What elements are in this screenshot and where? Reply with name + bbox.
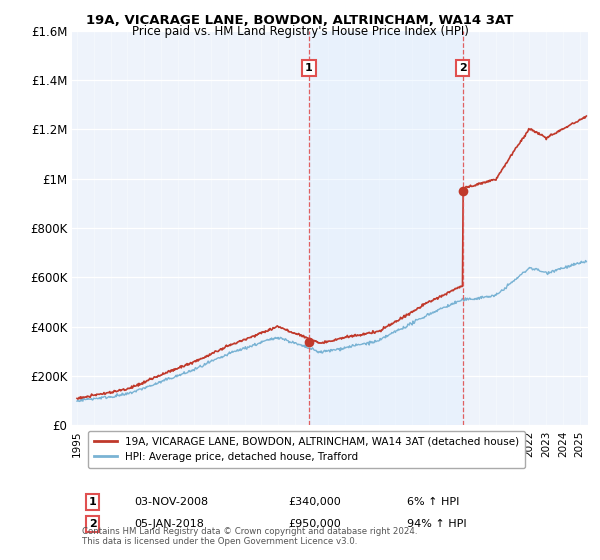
Text: 1: 1: [89, 497, 97, 507]
Text: £340,000: £340,000: [289, 497, 341, 507]
Text: 1: 1: [305, 63, 313, 73]
Text: 2: 2: [459, 63, 467, 73]
Text: 2: 2: [89, 519, 97, 529]
Text: 19A, VICARAGE LANE, BOWDON, ALTRINCHAM, WA14 3AT: 19A, VICARAGE LANE, BOWDON, ALTRINCHAM, …: [86, 14, 514, 27]
Text: 03-NOV-2008: 03-NOV-2008: [134, 497, 208, 507]
Text: 94% ↑ HPI: 94% ↑ HPI: [407, 519, 467, 529]
Text: 05-JAN-2018: 05-JAN-2018: [134, 519, 204, 529]
Text: Price paid vs. HM Land Registry's House Price Index (HPI): Price paid vs. HM Land Registry's House …: [131, 25, 469, 38]
Text: 6% ↑ HPI: 6% ↑ HPI: [407, 497, 460, 507]
Legend: 19A, VICARAGE LANE, BOWDON, ALTRINCHAM, WA14 3AT (detached house), HPI: Average : 19A, VICARAGE LANE, BOWDON, ALTRINCHAM, …: [88, 431, 526, 468]
Bar: [309, 31, 463, 426]
Text: £950,000: £950,000: [289, 519, 341, 529]
Text: Contains HM Land Registry data © Crown copyright and database right 2024.
This d: Contains HM Land Registry data © Crown c…: [82, 527, 418, 547]
